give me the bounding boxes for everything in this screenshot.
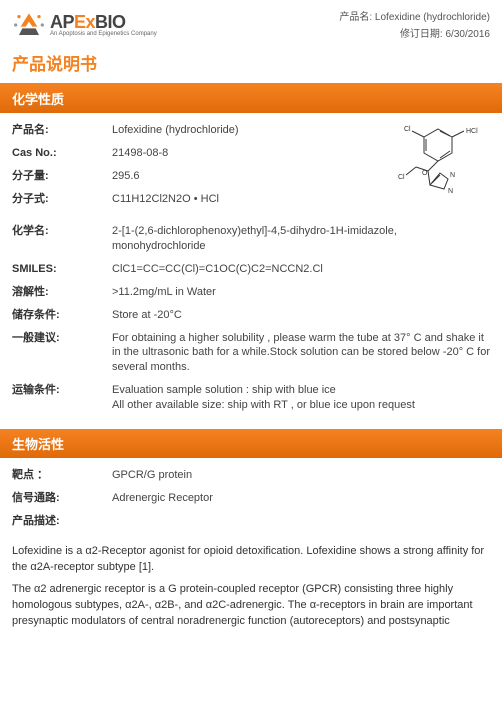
desc-para-2: The α2 adrenergic receptor is a G protei…	[0, 582, 502, 630]
section-chem-head: 化学性质	[0, 84, 502, 113]
label-advice: 一般建议:	[12, 331, 112, 376]
struct-n2: N	[450, 172, 455, 179]
meta-product-label: 产品名:	[339, 12, 372, 23]
row-pathway: 信号通路: Adrenergic Receptor	[12, 491, 490, 506]
meta-revision-value: 6/30/2016	[446, 29, 491, 40]
logo: APExBIO An Apoptosis and Epigenetics Com…	[12, 8, 157, 42]
row-storage: 储存条件: Store at -20°C	[12, 308, 490, 323]
struct-o: O	[422, 170, 428, 177]
row-solubility: 溶解性: >11.2mg/mL in Water	[12, 285, 490, 300]
logo-ex: Ex	[74, 12, 95, 32]
struct-cl1: Cl	[404, 126, 411, 133]
chemical-structure: HCl Cl Cl O N N	[368, 121, 488, 201]
row-advice: 一般建议: For obtaining a higher solubility …	[12, 331, 490, 376]
meta-revision: 修订日期: 6/30/2016	[339, 25, 490, 40]
header-meta: 产品名: Lofexidine (hydrochloride) 修订日期: 6/…	[339, 8, 490, 42]
doc-title: 产品说明书	[0, 46, 502, 84]
row-target: 靶点 ： GPCR/G protein	[12, 468, 490, 483]
label-shipping: 运输条件:	[12, 383, 112, 413]
row-smiles: SMILES: ClC1=CC=CC(Cl)=C1OC(C)C2=NCCN2.C…	[12, 262, 490, 277]
desc-para-1: Lofexidine is a α2-Receptor agonist for …	[0, 544, 502, 576]
label-product-name: 产品名:	[12, 123, 112, 138]
struct-hcl: HCl	[466, 128, 478, 135]
value-pathway: Adrenergic Receptor	[112, 491, 490, 506]
row-shipping: 运输条件: Evaluation sample solution : ship …	[12, 383, 490, 413]
label-smiles: SMILES:	[12, 262, 112, 277]
meta-product-value: Lofexidine (hydrochloride)	[375, 12, 490, 23]
label-target: 靶点 ：	[12, 468, 112, 483]
value-chemname: 2-[1-(2,6-dichlorophenoxy)ethyl]-4,5-dih…	[112, 224, 490, 254]
section-chem-body: HCl Cl Cl O N N 产品名: Lofexidine (hydroch…	[0, 113, 502, 429]
logo-tagline: An Apoptosis and Epigenetics Company	[50, 31, 157, 37]
logo-bio: BIO	[95, 12, 126, 32]
value-storage: Store at -20°C	[112, 308, 490, 323]
logo-text: APExBIO An Apoptosis and Epigenetics Com…	[50, 13, 157, 37]
label-storage: 储存条件:	[12, 308, 112, 323]
struct-cl2: Cl	[398, 174, 405, 181]
label-desc: 产品描述:	[12, 514, 112, 529]
logo-brand: APExBIO	[50, 13, 157, 31]
meta-product: 产品名: Lofexidine (hydrochloride)	[339, 8, 490, 23]
meta-revision-label: 修订日期:	[400, 29, 443, 40]
label-mf: 分子式:	[12, 192, 112, 207]
value-smiles: ClC1=CC=CC(Cl)=C1OC(C)C2=NCCN2.Cl	[112, 262, 490, 277]
row-desc-label: 产品描述:	[12, 514, 490, 529]
header: APExBIO An Apoptosis and Epigenetics Com…	[0, 0, 502, 46]
row-chemname: 化学名: 2-[1-(2,6-dichlorophenoxy)ethyl]-4,…	[12, 224, 490, 254]
value-target: GPCR/G protein	[112, 468, 490, 483]
label-chemname: 化学名:	[12, 224, 112, 254]
value-solubility: >11.2mg/mL in Water	[112, 285, 490, 300]
section-bio-body: 靶点 ： GPCR/G protein 信号通路: Adrenergic Rec…	[0, 458, 502, 545]
label-solubility: 溶解性:	[12, 285, 112, 300]
value-advice: For obtaining a higher solubility , plea…	[112, 331, 490, 376]
value-shipping: Evaluation sample solution : ship with b…	[112, 383, 490, 413]
label-mw: 分子量:	[12, 169, 112, 184]
label-cas: Cas No.:	[12, 146, 112, 161]
logo-ap: AP	[50, 12, 74, 32]
label-pathway: 信号通路:	[12, 491, 112, 506]
struct-n1: N	[448, 188, 453, 195]
logo-icon	[12, 10, 46, 40]
section-bio-head: 生物活性	[0, 429, 502, 458]
